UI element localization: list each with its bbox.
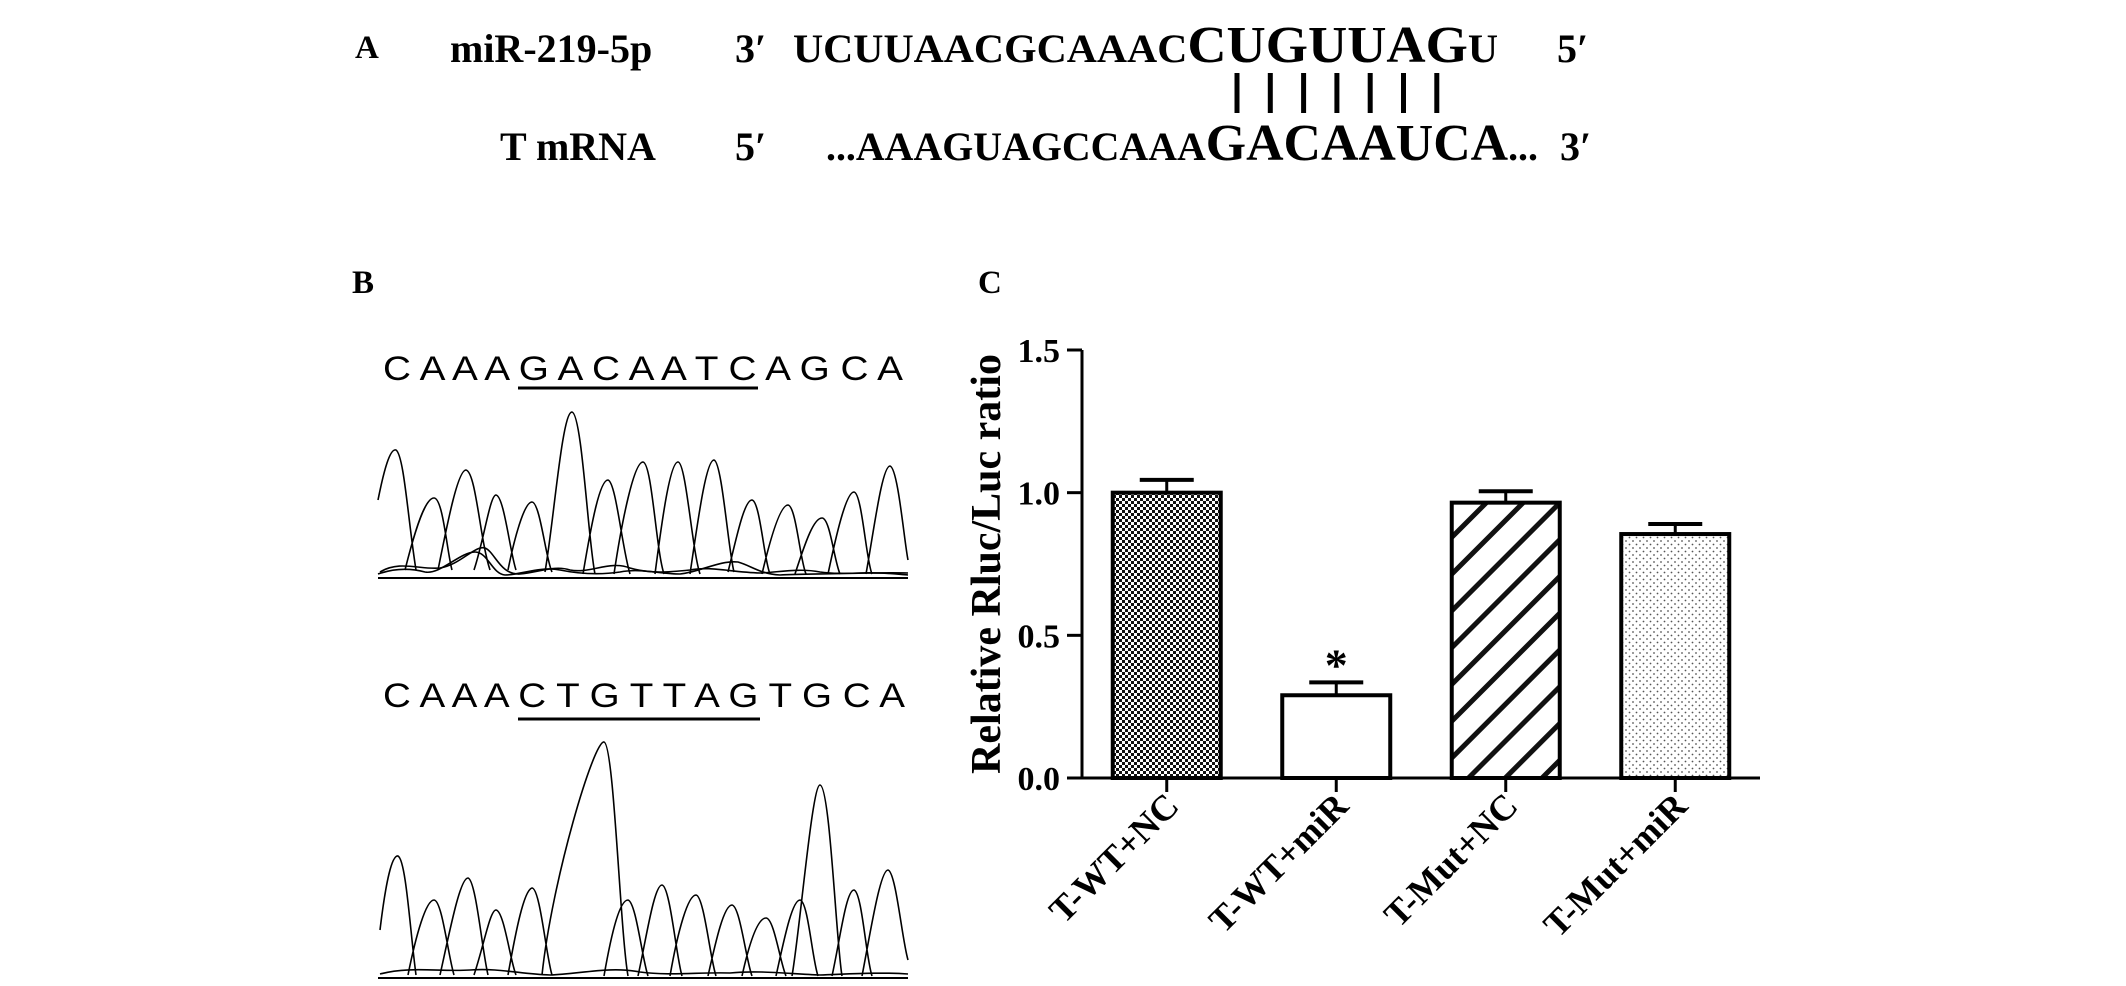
wt-trace-2: [379, 547, 909, 575]
mir-3prime-label: 3′: [735, 26, 766, 71]
wt-trace-1: [377, 411, 909, 575]
mrna-seq-tail: ...: [1508, 124, 1538, 169]
mrna-seq-seed: GACAAUCA: [1206, 115, 1509, 172]
mir-seq-part-1: UCUUAACGCAAAC: [793, 26, 1187, 71]
bar: [1449, 500, 1562, 780]
wt-chromatogram: [377, 411, 909, 579]
y-axis-title: Relative Rluc/Luc ratio: [964, 354, 1010, 774]
panel-a: A miR-219-5p 3′ UCUUAACGCAAAC CUGUUAG U 5′…: [355, 17, 1591, 172]
bar: [1110, 490, 1223, 780]
bar-chart: 0.0 0.5 1.0 1.5 T-WT+NC T-WT+miR T-Mut+NC T-Mut…: [1018, 333, 1760, 945]
mir-seq-seed: CUGUUAG: [1187, 17, 1467, 74]
bar: [1619, 532, 1732, 780]
mrna-5prime-label: 5′: [735, 124, 766, 169]
wt-sequence: C A A A G A C A A T C A G C A: [383, 350, 903, 388]
y-tick-label: 0.5: [1018, 618, 1061, 655]
x-tick-label: T-WT+miR: [1201, 785, 1357, 941]
bar: [1280, 693, 1393, 781]
panel-a-label: A: [355, 30, 379, 66]
panel-c: C Relative Rluc/Luc ratio 0.0 0.5 1.0 1.5 T-…: [964, 265, 1760, 945]
y-tick-label: 1.5: [1018, 333, 1061, 370]
mut-sequence: C A A A C T G T T A G T G C A: [383, 677, 905, 715]
panel-c-label: C: [978, 265, 1002, 301]
mut-trace-1: [379, 741, 909, 977]
wt-trace-3: [377, 551, 909, 576]
mir-seq-part-3: U: [1468, 26, 1498, 71]
mir-name: miR-219-5p: [450, 26, 652, 71]
mir-sequence: UCUUAACGCAAAC CUGUUAG U: [793, 17, 1498, 74]
panel-b-label: B: [352, 265, 374, 301]
y-tick-label: 0.0: [1018, 761, 1061, 798]
panel-b: B C A A A G A C A A T C A G C A C A A A …: [352, 265, 909, 979]
mrna-name: T mRNA: [500, 124, 656, 169]
base-pair-lines: [1234, 73, 1440, 113]
mut-chromatogram: [378, 741, 909, 979]
x-tick-label: T-Mut+NC: [1376, 785, 1525, 934]
mrna-3prime-label: 3′: [1560, 124, 1591, 169]
y-tick-label: 1.0: [1018, 476, 1061, 513]
x-tick-label: T-WT+NC: [1041, 785, 1186, 930]
mut-trace-2: [379, 968, 909, 976]
significance-marker: *: [1325, 639, 1348, 690]
mrna-seq-part-1: ...AAAGUAGCCAAA: [826, 124, 1206, 169]
mir-5prime-label: 5′: [1557, 26, 1588, 71]
x-tick-label: T-Mut+miR: [1536, 785, 1696, 945]
mrna-sequence: ...AAAGUAGCCAAAGACAAUCA...: [826, 115, 1538, 172]
